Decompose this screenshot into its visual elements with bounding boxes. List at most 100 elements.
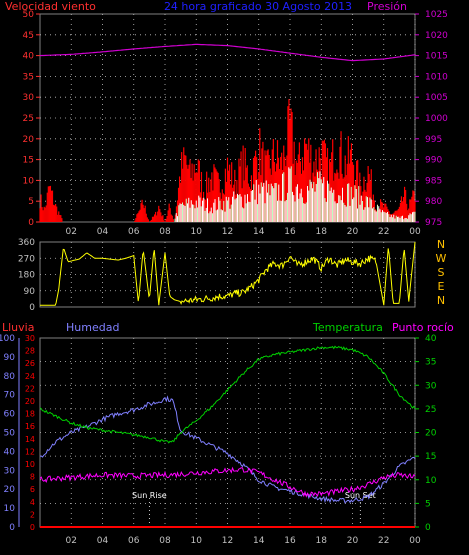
rain-y-tick: 24 — [25, 372, 35, 381]
pressure-y-tick: 975 — [425, 218, 442, 228]
climate-x-tick: 12 — [222, 536, 233, 546]
direction-y-tick: 90 — [24, 287, 36, 297]
wind-y-tick: 5 — [28, 197, 34, 207]
direction-y-tick: 360 — [18, 238, 35, 248]
rain-y-tick: 22 — [25, 384, 35, 393]
compass-w: W — [436, 252, 447, 265]
pressure-y-tick: 980 — [425, 197, 442, 207]
wind-x-tick: 14 — [253, 227, 265, 237]
compass-s: S — [438, 266, 445, 279]
climate-x-tick: 14 — [253, 536, 265, 546]
rain-y-tick: 30 — [25, 334, 35, 343]
temperature-y-tick: 10 — [425, 476, 437, 486]
compass-legend: N W S E N — [436, 238, 447, 307]
rain-y-tick: 10 — [25, 460, 35, 469]
climate-x-tick: 18 — [316, 536, 328, 546]
wind-y-tick: 10 — [23, 176, 35, 186]
sunrise-label: Sun Rise — [132, 491, 167, 500]
humidity-line — [39, 395, 416, 504]
direction-y-tick: 0 — [29, 303, 35, 313]
pressure-y-tick: 1020 — [425, 31, 448, 41]
rain-y-tick: 12 — [25, 447, 35, 456]
rain-y-tick: 20 — [25, 397, 35, 406]
direction-y-tick: 180 — [18, 271, 35, 281]
humidity-y-tick: 80 — [4, 372, 16, 382]
rain-y-tick: 14 — [25, 435, 35, 444]
wind-x-tick: 10 — [191, 227, 203, 237]
climate-x-tick: 02 — [66, 536, 77, 546]
wind-x-tick: 04 — [97, 227, 109, 237]
pressure-label: Presión — [367, 0, 407, 13]
rain-y-tick: 28 — [25, 347, 35, 356]
climate-x-tick: 08 — [159, 536, 171, 546]
wind-speed-label: Velocidad viento — [5, 0, 96, 13]
temperature-y-tick: 30 — [425, 381, 437, 391]
rain-y-tick: 26 — [25, 359, 35, 368]
wind-y-tick: 30 — [23, 93, 35, 103]
wind-y-tick: 20 — [23, 135, 35, 145]
wind-y-tick: 40 — [23, 52, 35, 62]
climate-x-tick: 16 — [284, 536, 296, 546]
wind-x-tick: 06 — [128, 227, 140, 237]
compass-e: E — [438, 280, 445, 293]
wind-x-tick: 00 — [409, 227, 421, 237]
rain-y-tick: 0 — [30, 523, 35, 532]
temperature-y-tick: 35 — [425, 358, 436, 368]
wind-x-tick: 12 — [222, 227, 233, 237]
compass-n-top: N — [437, 238, 445, 251]
humidity-y-tick: 20 — [4, 485, 16, 495]
pressure-y-tick: 990 — [425, 156, 442, 166]
sunset-label: Sun Set — [345, 491, 376, 500]
humidity-y-tick: 90 — [4, 353, 16, 363]
wind-y-tick: 50 — [23, 10, 35, 20]
rain-y-tick: 2 — [30, 510, 35, 519]
temperature-y-tick: 20 — [425, 429, 437, 439]
rain-y-tick: 16 — [25, 422, 35, 431]
direction-y-tick: 270 — [18, 254, 35, 264]
pressure-y-tick: 1015 — [425, 52, 448, 62]
humidity-y-tick: 60 — [4, 410, 16, 420]
temperature-y-tick: 40 — [425, 334, 437, 344]
pressure-y-tick: 1000 — [425, 114, 448, 124]
temperature-label: Temperatura — [312, 321, 383, 334]
temperature-line — [39, 345, 416, 444]
pressure-y-tick: 1005 — [425, 93, 448, 103]
wind-y-tick: 15 — [23, 156, 34, 166]
humidity-y-tick: 70 — [4, 391, 16, 401]
humidity-y-tick: 100 — [0, 334, 15, 344]
wind-x-tick: 02 — [66, 227, 77, 237]
wind-direction-line — [40, 241, 416, 306]
humidity-y-tick: 0 — [9, 523, 15, 533]
temperature-y-tick: 5 — [425, 499, 431, 509]
plot-layer: 0510152025303540455097598098599099510001… — [0, 10, 448, 546]
rain-label: Lluvia — [2, 321, 34, 334]
humidity-y-tick: 30 — [4, 466, 16, 476]
climate-x-tick: 06 — [128, 536, 140, 546]
wind-y-tick: 25 — [23, 114, 34, 124]
wind-x-tick: 18 — [316, 227, 328, 237]
pressure-line — [39, 43, 416, 62]
wind-x-tick: 08 — [159, 227, 171, 237]
rain-y-tick: 18 — [25, 410, 35, 419]
humidity-y-tick: 50 — [4, 429, 16, 439]
humidity-y-tick: 40 — [4, 447, 16, 457]
wind-y-tick: 0 — [28, 218, 34, 228]
climate-x-tick: 20 — [347, 536, 359, 546]
climate-x-tick: 10 — [191, 536, 203, 546]
wind-gust-series — [174, 166, 416, 222]
temperature-y-tick: 15 — [425, 452, 436, 462]
climate-x-tick: 22 — [378, 536, 389, 546]
wind-x-tick: 22 — [378, 227, 389, 237]
humidity-label: Humedad — [66, 321, 119, 334]
wind-x-tick: 20 — [347, 227, 359, 237]
wind-y-tick: 45 — [23, 31, 34, 41]
pressure-y-tick: 985 — [425, 176, 442, 186]
pressure-y-tick: 995 — [425, 135, 442, 145]
temperature-y-tick: 25 — [425, 405, 436, 415]
climate-x-tick: 04 — [97, 536, 109, 546]
dewpoint-label: Punto rocío — [392, 321, 454, 334]
wind-y-tick: 35 — [23, 72, 34, 82]
pressure-y-tick: 1025 — [425, 10, 448, 20]
chart-title: 24 hora graficado 30 Agosto 2013 — [164, 0, 352, 13]
